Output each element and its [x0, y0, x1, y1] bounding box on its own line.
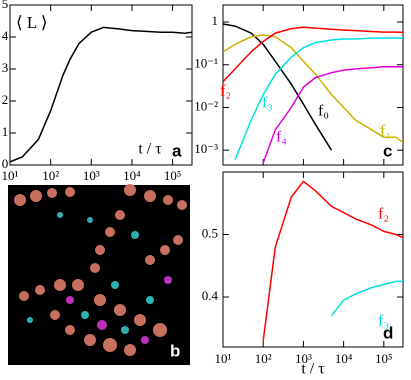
render-spheres-magenta	[66, 276, 172, 344]
y-tick-label: 0.5	[202, 225, 218, 240]
x-tick-label: 10³	[295, 351, 312, 366]
series-line	[234, 37, 403, 160]
data-line	[10, 26, 192, 163]
y-tick-label: 5	[2, 0, 9, 11]
series-label: f₀	[318, 103, 329, 120]
plot-frame	[222, 171, 404, 348]
series-label: f₃	[378, 313, 389, 330]
x-tick-label: 10³	[83, 168, 100, 183]
plot-frame	[222, 4, 404, 166]
render-spheres-cyan	[27, 212, 154, 334]
panel-label: c	[383, 141, 392, 160]
series-line	[262, 180, 403, 341]
plot-area	[10, 26, 192, 163]
plot-area	[262, 180, 403, 341]
plot-frame	[9, 4, 193, 166]
x-tick-label: 10⁵	[164, 168, 182, 183]
series-label: f₁	[380, 123, 391, 140]
series-line	[223, 34, 403, 144]
y-tick-label: 10⁻¹	[194, 56, 218, 71]
y-tick-label: 0	[2, 156, 9, 171]
panel-label: b	[170, 341, 180, 360]
x-axis-label: t / τ	[138, 141, 162, 158]
series-line	[223, 23, 333, 151]
series-label: f₄	[276, 129, 287, 146]
y-tick-label: 2	[2, 92, 9, 107]
panel-label: a	[172, 141, 182, 160]
series-line	[223, 26, 403, 83]
series-label: f₂	[220, 83, 231, 100]
y-tick-label: 3	[2, 60, 9, 75]
series-label: f₃	[262, 95, 273, 112]
panel-label: d	[383, 323, 393, 342]
y-tick-label: 1	[2, 124, 9, 139]
plot-area	[223, 23, 403, 164]
series-line	[330, 280, 403, 317]
x-tick-label: 10⁵	[375, 351, 393, 366]
y-axis-label: ⟨ L ⟩	[16, 13, 48, 32]
x-tick-label: 10⁴	[335, 351, 353, 366]
x-tick-label: 10²	[255, 351, 272, 366]
x-tick-label: 10⁴	[123, 168, 141, 183]
y-tick-label: 0.4	[202, 288, 219, 303]
x-axis-label: t / τ	[301, 361, 325, 375]
render-background	[8, 185, 190, 365]
series-label: f₂	[378, 206, 389, 223]
series-line	[262, 65, 403, 164]
x-tick-label: 10¹	[2, 168, 19, 183]
y-tick-label: 1	[212, 13, 219, 28]
y-tick-label: 10⁻³	[194, 141, 218, 156]
x-tick-label: 10²	[42, 168, 59, 183]
x-tick-label: 10¹	[215, 351, 232, 366]
y-tick-label: 4	[2, 28, 9, 43]
image-panel: b	[8, 184, 190, 365]
y-tick-label: 10⁻²	[194, 98, 218, 113]
render-spheres	[14, 184, 187, 356]
